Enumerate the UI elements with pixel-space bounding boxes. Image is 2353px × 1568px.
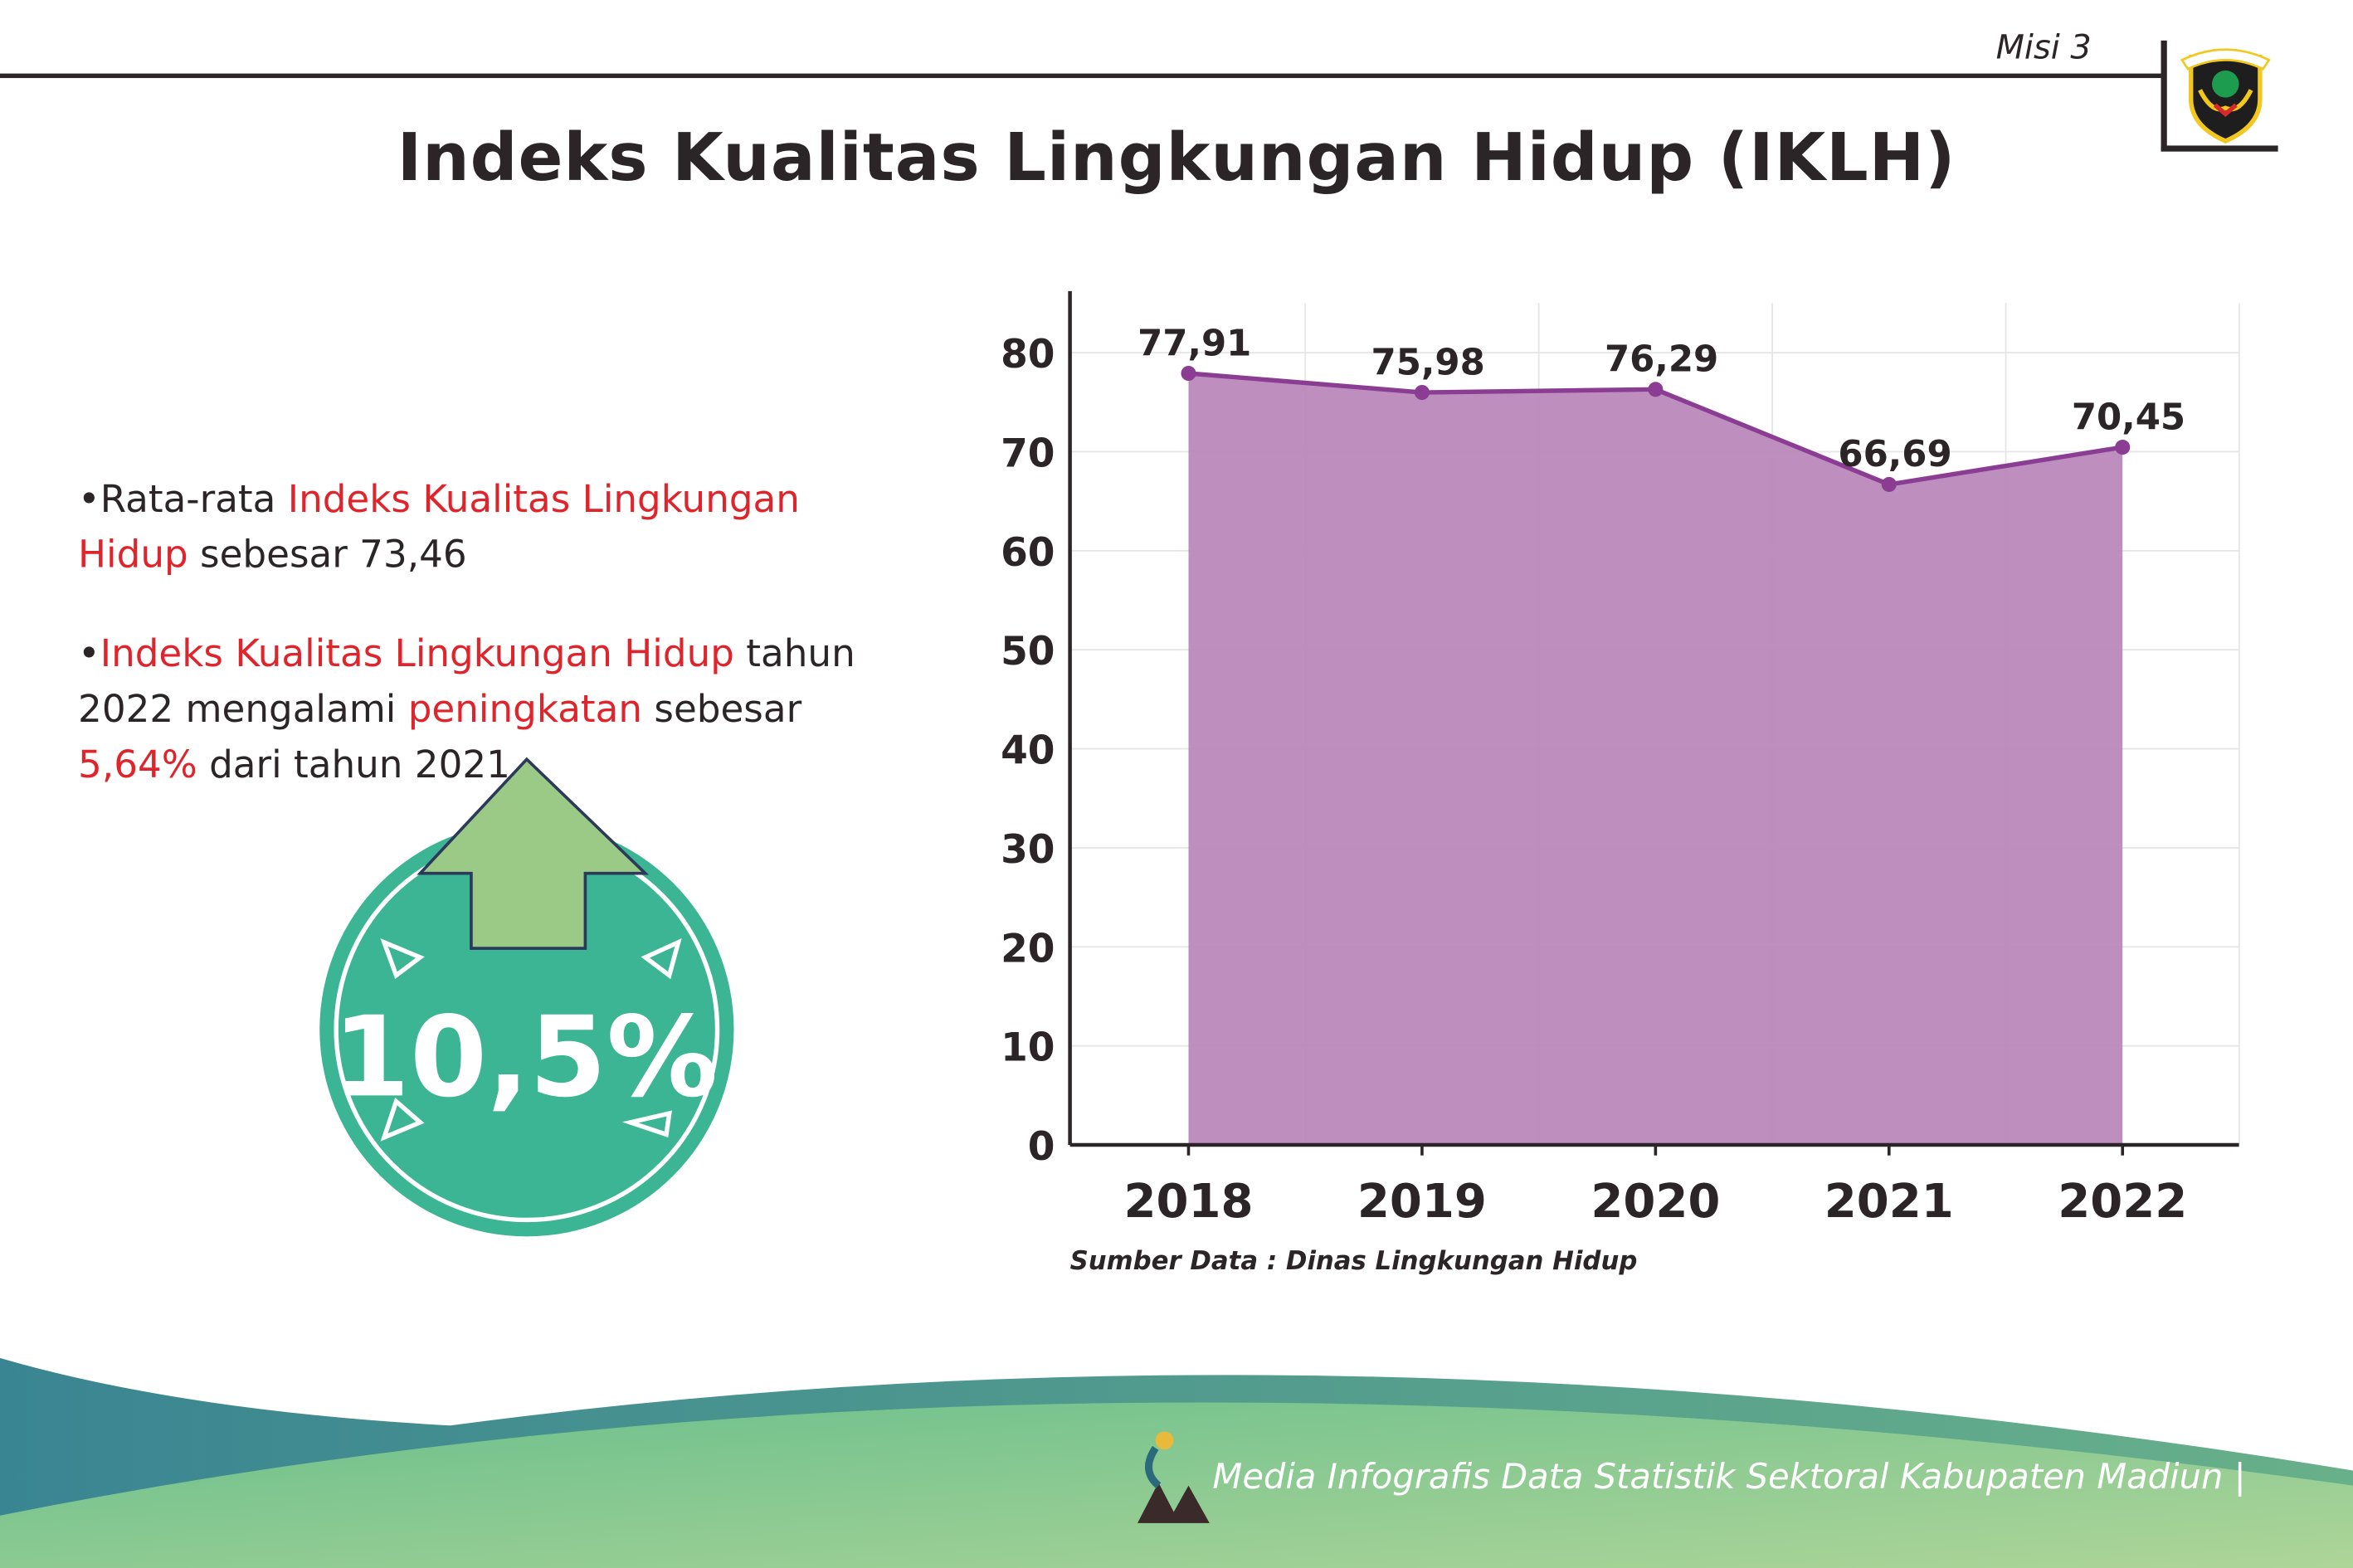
bullet-change: •Indeks Kualitas Lingkungan Hidup tahun …	[78, 631, 855, 786]
section-label: Misi 3	[1995, 30, 2092, 68]
data-label: 77,91	[1138, 323, 1251, 364]
growth-badge: 10,5%	[319, 757, 734, 1237]
y-tick-label: 20	[1001, 926, 1055, 971]
footer-tagline: Media Infografis Data Statistik Sektoral…	[1212, 1458, 2246, 1498]
data-point	[2115, 440, 2131, 455]
bullet-average: •Rata-rata Indeks Kualitas Lingkungan Hi…	[78, 477, 800, 577]
data-point	[1414, 384, 1430, 401]
x-tick-label: 2022	[2058, 1175, 2187, 1229]
data-label: 66,69	[1838, 434, 1951, 475]
text: sebesar	[642, 687, 802, 731]
highlight: Indeks Kualitas Lingkungan Hidup	[78, 477, 800, 577]
badge-value: 10,5%	[333, 992, 718, 1122]
iklh-area-chart: 0 10 20 30 40 50 60 70 80 77,91 2018 75,98 2019 76,29…	[1001, 290, 2240, 1229]
y-tick-label: 60	[1001, 530, 1055, 576]
logo-frame	[2161, 40, 2167, 150]
data-point	[1881, 476, 1897, 492]
header-rule	[0, 73, 2161, 79]
arrow-up-icon	[417, 757, 650, 950]
text: tahun 2022 mengalami	[78, 631, 855, 731]
data-source: Sumber Data : Dinas Lingkungan Hidup	[1069, 1247, 1638, 1278]
text: dari tahun 2021	[197, 743, 510, 786]
data-label: 76,29	[1605, 339, 1718, 381]
highlight: Indeks Kualitas Lingkungan Hidup	[100, 631, 734, 675]
highlight: peningkatan	[407, 687, 643, 731]
data-point	[1648, 382, 1664, 397]
y-tick-label: 50	[1001, 629, 1055, 674]
data-point	[1181, 365, 1196, 382]
x-tick-label: 2021	[1824, 1175, 1954, 1229]
y-tick-label: 70	[1001, 431, 1055, 477]
kabupaten-madiun-logo	[2180, 48, 2271, 144]
mascot-logo-icon	[1137, 1431, 1210, 1523]
x-tick-label: 2020	[1591, 1175, 1720, 1229]
highlight: 5,64%	[78, 743, 197, 786]
y-tick-label: 40	[1001, 728, 1055, 774]
logo-frame-bottom	[2161, 145, 2278, 152]
page-title: Indeks Kualitas Lingkungan Hidup (IKLH)	[397, 119, 1956, 197]
text: sebesar 73,46	[188, 533, 467, 577]
area-fill	[1188, 373, 2123, 1146]
footer-wave	[0, 1357, 2353, 1568]
data-label: 70,45	[2072, 397, 2185, 438]
y-tick-label: 30	[1001, 827, 1055, 873]
text: Rata-rata	[100, 477, 288, 521]
x-tick-label: 2019	[1357, 1175, 1487, 1229]
y-tick-label: 10	[1001, 1025, 1055, 1071]
y-tick-label: 0	[1028, 1124, 1055, 1170]
data-label: 75,98	[1371, 342, 1485, 383]
x-tick-label: 2018	[1123, 1175, 1253, 1229]
y-tick-label: 80	[1001, 332, 1055, 377]
